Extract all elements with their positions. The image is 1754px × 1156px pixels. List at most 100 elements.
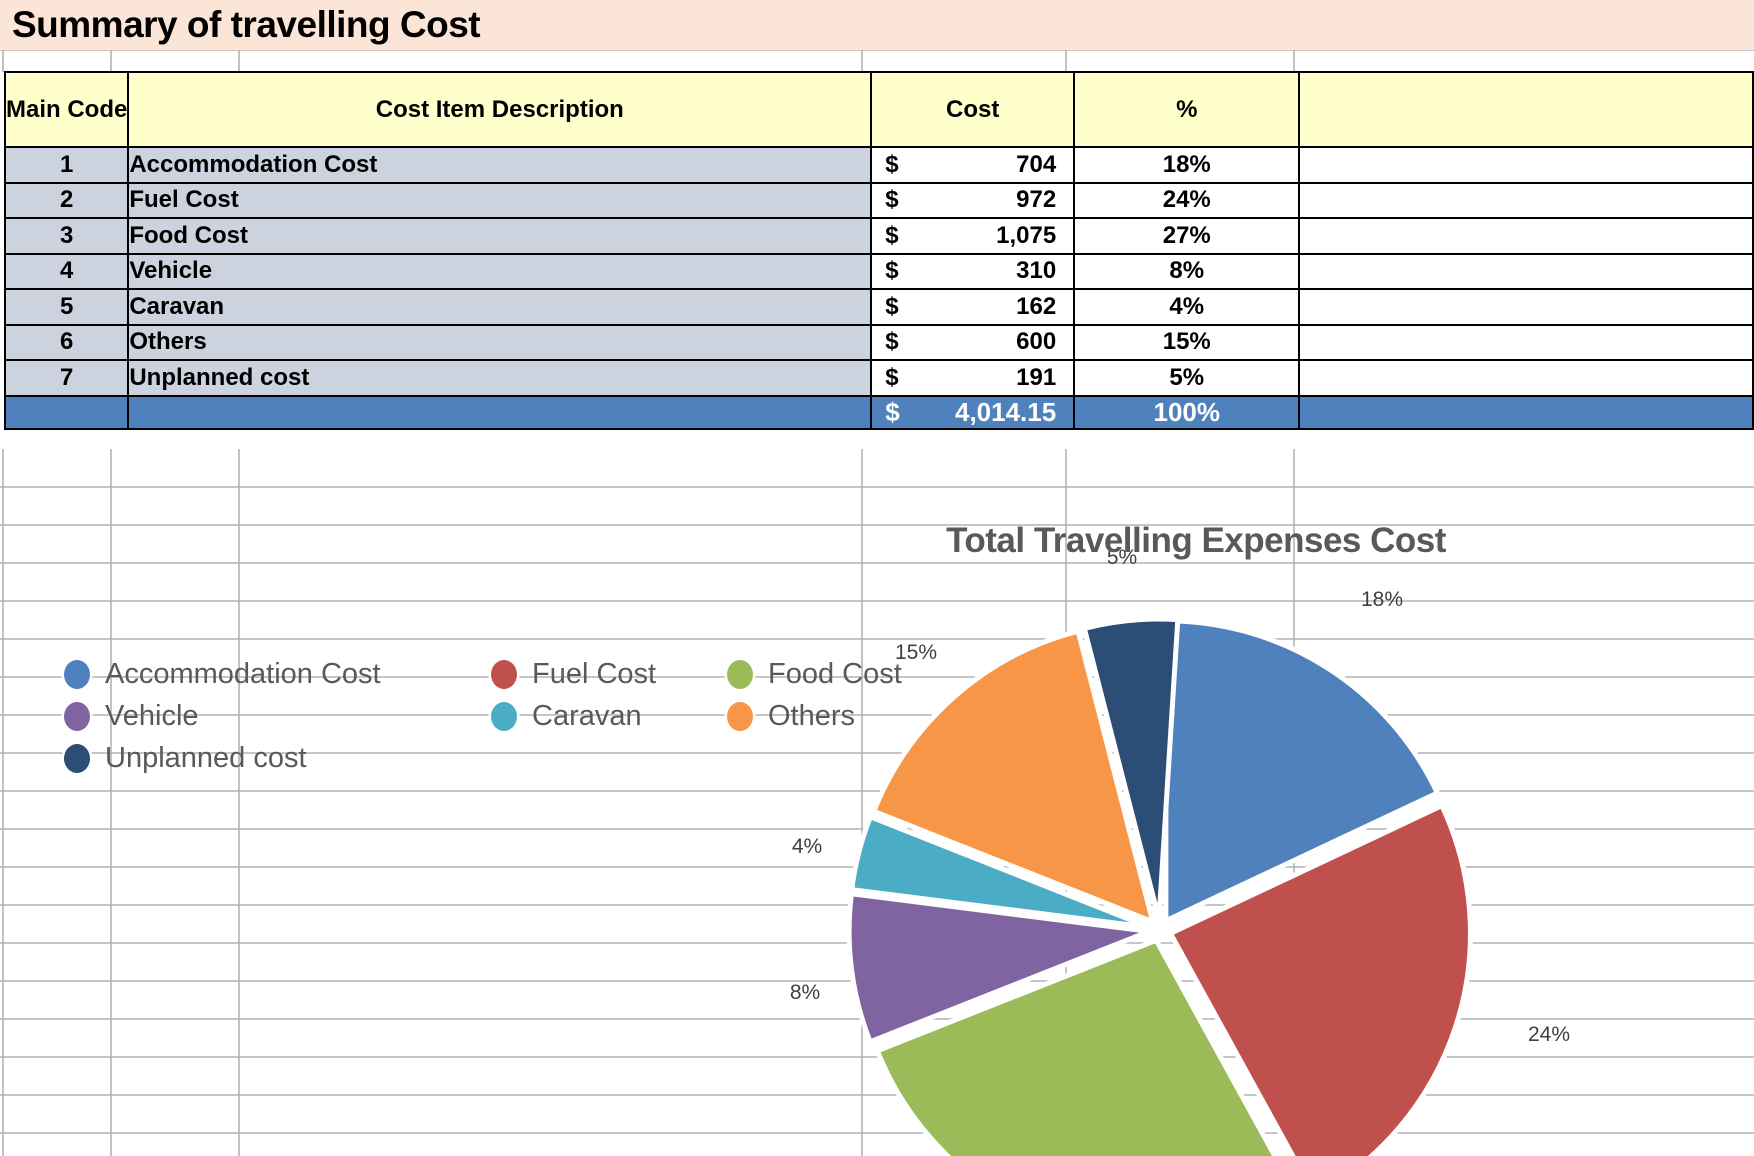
cell-percent[interactable]: 8% — [1073, 252, 1301, 290]
legend-label: Food Cost — [768, 658, 902, 690]
header-cell-cost[interactable]: Cost — [870, 71, 1076, 148]
cell-main-code[interactable]: 5 — [3, 288, 130, 326]
pie-slice-unplanned-cost[interactable] — [1081, 616, 1181, 922]
legend-label: Fuel Cost — [532, 658, 657, 690]
pie-slice-food-cost[interactable] — [874, 937, 1300, 1156]
pie-slice-caravan[interactable] — [849, 814, 1152, 930]
cell-cost[interactable]: $972 — [870, 181, 1076, 219]
cell-description[interactable]: Food Cost — [127, 217, 873, 255]
total-cell-empty[interactable] — [3, 394, 130, 430]
cell-empty[interactable] — [1298, 146, 1754, 184]
legend-label: Accommodation Cost — [105, 658, 381, 690]
table-row: 6 Others $600 15% — [3, 323, 1754, 361]
currency-symbol: $ — [885, 363, 899, 391]
cell-description[interactable]: Others — [127, 323, 873, 361]
cell-cost[interactable]: $162 — [870, 288, 1076, 326]
cell-cost[interactable]: $191 — [870, 359, 1076, 397]
legend-swatch — [64, 659, 90, 689]
cell-percent[interactable]: 18% — [1073, 146, 1301, 184]
total-cell-percent[interactable]: 100% — [1073, 394, 1301, 430]
legend-swatch — [64, 701, 90, 731]
cell-cost[interactable]: $310 — [870, 252, 1076, 290]
total-cell-empty-right[interactable] — [1298, 394, 1754, 430]
legend-label: Unplanned cost — [105, 742, 307, 774]
legend-entry-food-cost[interactable]: Food Cost — [727, 659, 902, 689]
cell-main-code[interactable]: 2 — [3, 181, 130, 219]
header-cell-description[interactable]: Cost Item Description — [127, 71, 873, 148]
total-cell-cost[interactable]: $4,014.15 — [870, 394, 1076, 430]
legend-swatch — [727, 701, 753, 731]
legend-label: Vehicle — [105, 700, 199, 732]
cell-empty[interactable] — [1298, 181, 1754, 219]
cell-description[interactable]: Accommodation Cost — [127, 146, 873, 184]
legend-label: Caravan — [532, 700, 642, 732]
pie-slice-fuel-cost[interactable] — [1167, 803, 1473, 1156]
cell-percent[interactable]: 5% — [1073, 359, 1301, 397]
cell-main-code[interactable]: 4 — [3, 252, 130, 290]
header-cell-main-code[interactable]: Main Code — [3, 71, 130, 148]
total-cost-value: 4,014.15 — [954, 396, 1057, 427]
cell-description[interactable]: Vehicle — [127, 252, 873, 290]
pie-slice-vehicle[interactable] — [846, 891, 1152, 1045]
pie-label: 24% — [1528, 1023, 1570, 1046]
legend-entry-unplanned-cost[interactable]: Unplanned cost — [64, 743, 307, 773]
header-cell-empty[interactable] — [1298, 71, 1754, 148]
legend-entry-vehicle[interactable]: Vehicle — [64, 701, 199, 731]
cost-value: 600 — [1016, 328, 1057, 356]
chart-title: Total Travelling Expenses Cost — [946, 521, 1446, 560]
cell-empty[interactable] — [1298, 288, 1754, 326]
legend-entry-fuel-cost[interactable]: Fuel Cost — [491, 659, 656, 689]
table-row: 3 Food Cost $1,075 27% — [3, 217, 1754, 255]
legend-swatch — [727, 659, 753, 689]
cell-main-code[interactable]: 7 — [3, 359, 130, 397]
cell-percent[interactable]: 24% — [1073, 181, 1301, 219]
cell-main-code[interactable]: 6 — [3, 323, 130, 361]
cost-value: 1,075 — [996, 221, 1057, 249]
cell-cost[interactable]: $1,075 — [870, 217, 1076, 255]
cell-main-code[interactable]: 1 — [3, 146, 130, 184]
table-row: 7 Unplanned cost $191 5% — [3, 359, 1754, 397]
cell-empty[interactable] — [1298, 252, 1754, 290]
cell-percent[interactable]: 15% — [1073, 323, 1301, 361]
currency-symbol: $ — [885, 292, 899, 320]
cost-value: 310 — [1016, 257, 1057, 285]
currency-symbol: $ — [885, 186, 899, 214]
header-cell-percent[interactable]: % — [1073, 71, 1301, 148]
cell-percent[interactable]: 4% — [1073, 288, 1301, 326]
cost-summary-table: Main Code Cost Item Description Cost % 1… — [3, 71, 1754, 430]
pie-label: 8% — [790, 981, 820, 1004]
pie-slice-accommodation-cost[interactable] — [1163, 618, 1440, 924]
cell-percent[interactable]: 27% — [1073, 217, 1301, 255]
cell-cost[interactable]: $704 — [870, 146, 1076, 184]
currency-symbol: $ — [885, 221, 899, 249]
table-row: 5 Caravan $162 4% — [3, 288, 1754, 326]
legend-swatch — [491, 659, 517, 689]
legend-entry-others[interactable]: Others — [727, 701, 855, 731]
cell-description[interactable]: Unplanned cost — [127, 359, 873, 397]
cell-empty[interactable] — [1298, 323, 1754, 361]
cell-description[interactable]: Fuel Cost — [127, 181, 873, 219]
cost-value: 162 — [1016, 292, 1057, 320]
total-cell-spacer[interactable] — [127, 394, 873, 430]
currency-symbol: $ — [885, 396, 900, 427]
pie-label: 18% — [1361, 588, 1403, 611]
currency-symbol: $ — [885, 328, 899, 356]
legend-entry-caravan[interactable]: Caravan — [491, 701, 642, 731]
currency-symbol: $ — [885, 257, 899, 285]
currency-symbol: $ — [885, 150, 899, 178]
sheet-title: Summary of travelling Cost — [12, 4, 481, 45]
cell-main-code[interactable]: 3 — [3, 217, 130, 255]
title-banner-cell[interactable]: Summary of travelling Cost — [0, 0, 1754, 50]
cost-value: 704 — [1016, 150, 1057, 178]
cell-empty[interactable] — [1298, 217, 1754, 255]
legend-entry-accommodation-cost[interactable]: Accommodation Cost — [64, 659, 381, 689]
pie-label: 5% — [1107, 546, 1137, 569]
legend-label: Others — [768, 700, 856, 732]
cell-description[interactable]: Caravan — [127, 288, 873, 326]
cell-cost[interactable]: $600 — [870, 323, 1076, 361]
cost-value: 191 — [1016, 363, 1057, 391]
pie-slice-others[interactable] — [871, 628, 1156, 925]
cell-empty[interactable] — [1298, 359, 1754, 397]
